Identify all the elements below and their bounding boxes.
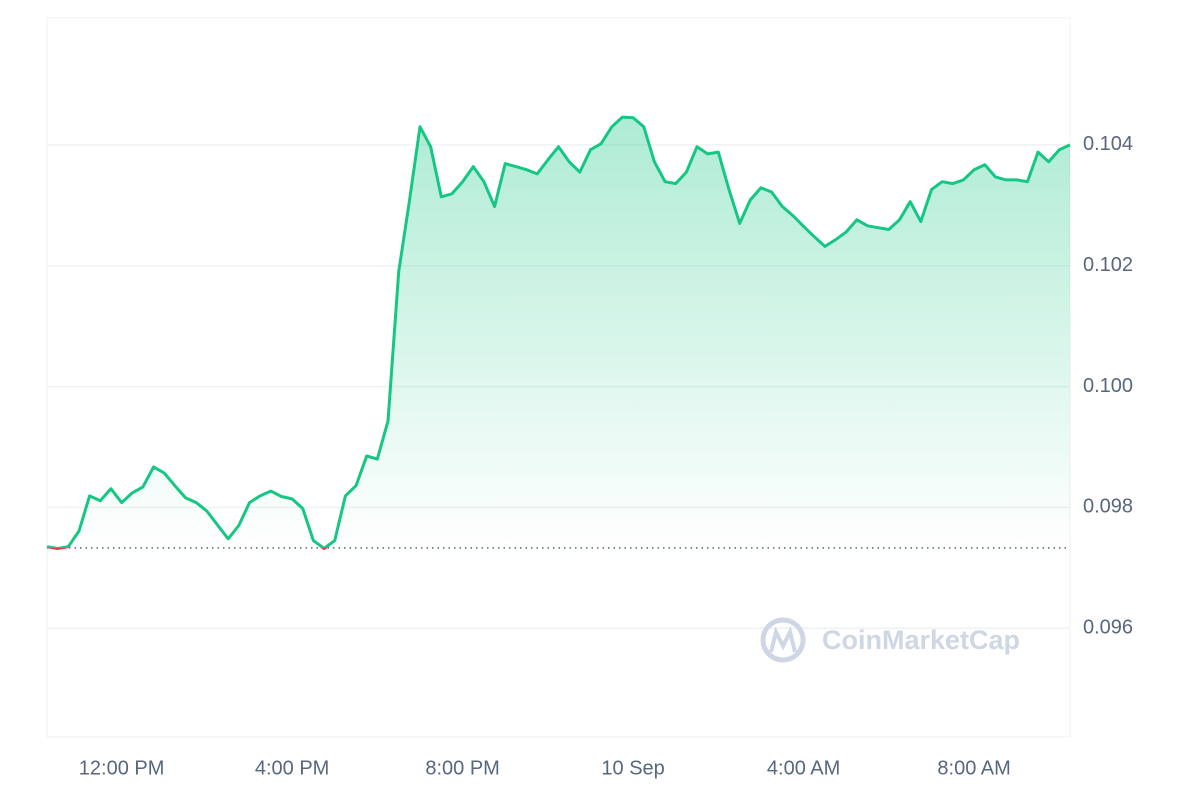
watermark-text: CoinMarketCap xyxy=(822,625,1020,655)
y-tick-label: 0.102 xyxy=(1083,254,1133,276)
watermark: CoinMarketCap xyxy=(760,617,1020,663)
x-tick-label: 4:00 PM xyxy=(255,757,329,779)
x-tick-label: 10 Sep xyxy=(601,757,664,779)
x-tick-label: 4:00 AM xyxy=(767,757,840,779)
y-tick-label: 0.098 xyxy=(1083,496,1133,518)
y-tick-label: 0.096 xyxy=(1083,617,1133,639)
y-tick-label: 0.100 xyxy=(1083,375,1133,397)
price-line xyxy=(46,115,1071,550)
x-tick-label: 8:00 AM xyxy=(937,757,1010,779)
y-tick-label: 0.104 xyxy=(1083,133,1133,155)
x-tick-label: 8:00 PM xyxy=(425,757,499,779)
x-tick-label: 12:00 PM xyxy=(79,757,165,779)
price-area xyxy=(47,117,1070,549)
